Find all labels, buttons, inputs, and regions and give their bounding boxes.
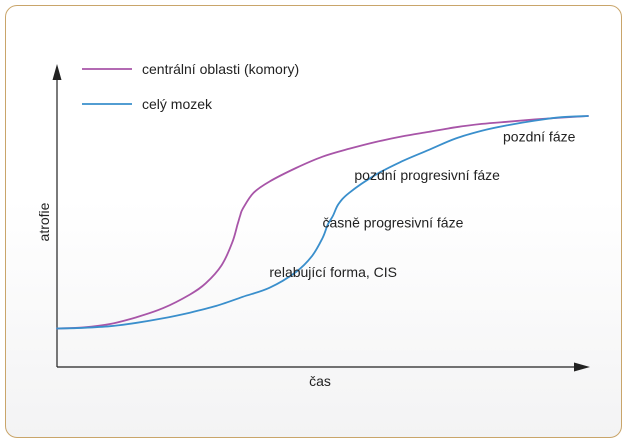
annotation-early-progressive-phase: časně progresivní fáze: [323, 214, 464, 230]
figure-frame: [5, 5, 622, 438]
y-axis-label: atrofie: [36, 202, 52, 241]
annotation-relapsing-form: relabující forma, CIS: [269, 264, 397, 280]
x-axis-arrow: [574, 362, 590, 372]
legend-label-whole-brain: celý mozek: [142, 96, 213, 112]
legend-label-central: centrální oblasti (komory): [142, 61, 299, 77]
annotation-late-progressive-phase: pozdní progresivní fáze: [354, 167, 500, 183]
y-axis-arrow: [52, 64, 62, 80]
annotation-late-phase: pozdní fáze: [503, 128, 576, 144]
series-line-central: [56, 115, 589, 330]
x-axis-label: čas: [309, 373, 331, 389]
series-line-whole-brain: [56, 115, 589, 330]
